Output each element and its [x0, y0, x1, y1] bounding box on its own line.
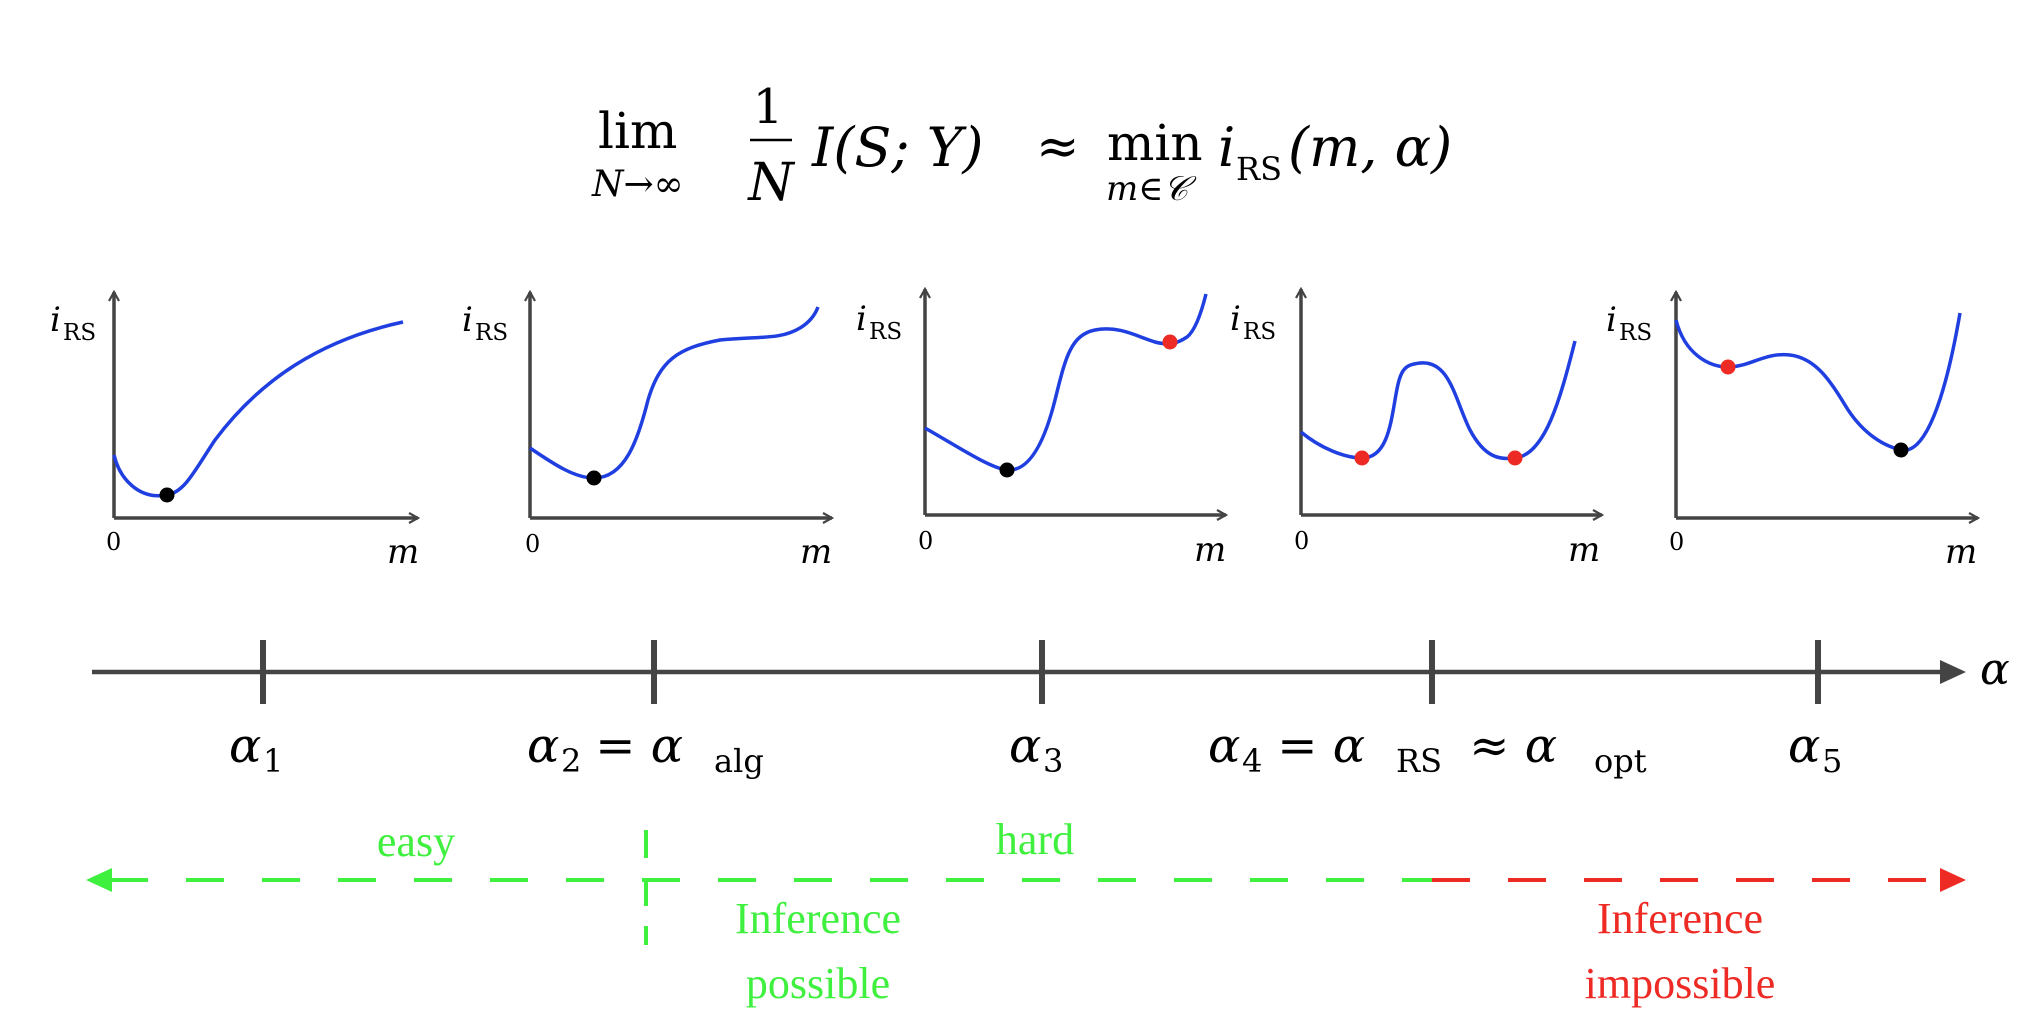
origin-label: 0 — [1669, 528, 1684, 556]
formula-fraction-numerator: 1 — [753, 79, 784, 135]
y-axis-label: i — [50, 300, 61, 340]
inference-impossible-line2: impossible — [1585, 959, 1776, 1008]
tick-label-alpha-4: α 4 = α RS ≈ α opt — [1208, 718, 1647, 780]
inference-possible-line2: possible — [746, 959, 890, 1008]
y-axis-label-subscript: RS — [1243, 319, 1276, 345]
alpha-axis-arrowhead — [1940, 660, 1966, 684]
free-entropy-curve — [1299, 340, 1577, 461]
inference-possible-line1: Inference — [735, 894, 901, 943]
y-axis-label-subscript: RS — [869, 319, 902, 345]
region-label-easy: easy — [377, 817, 455, 866]
y-axis-label: i — [462, 300, 473, 340]
local-minimum-marker — [1720, 359, 1736, 375]
origin-label: 0 — [918, 527, 933, 555]
tick-label-main: α — [1788, 718, 1820, 774]
y-axis-label: i — [856, 299, 867, 339]
free-entropy-curve — [924, 293, 1208, 472]
y-axis-label-subscript: RS — [63, 320, 96, 346]
y-axis-label-subscript: RS — [1619, 320, 1652, 346]
tick-label-main: α — [1208, 718, 1240, 774]
free-entropy-curve — [112, 320, 404, 498]
x-axis-label: m — [387, 532, 419, 572]
y-axis-label: i — [1606, 300, 1617, 340]
tick-label-main: α — [527, 718, 559, 774]
global-minimum-marker — [159, 487, 175, 503]
regions: easy hard Inference possible Inference i… — [86, 815, 1966, 1008]
landscape-plot-5: i RS 0 m — [1606, 292, 1978, 572]
tick-label-alpha-2: α 2 = α alg — [527, 718, 764, 780]
impossible-region-arrowhead — [1940, 868, 1966, 892]
x-axis-label: m — [1568, 530, 1600, 570]
global-minimum-marker — [1893, 442, 1909, 458]
alpha-axis: α α 1 α 2 = α alg α 3 α 4 = α RS ≈ α opt — [92, 640, 2010, 780]
tick-label-rest: = α — [580, 718, 683, 774]
formula: lim N→∞ 1 N I(S; Y) ≈ min m∈𝒞 i RS (m, α… — [591, 79, 1452, 213]
tick-label-rest2: ≈ α — [1454, 718, 1557, 774]
local-minimum-marker — [1162, 334, 1178, 350]
alpha-axis-label: α — [1980, 644, 2010, 695]
formula-rs-subscript: RS — [1236, 150, 1282, 188]
tick-label-main: α — [229, 718, 261, 774]
tick-label-sub: 4 — [1242, 742, 1262, 780]
global-minimum-marker — [586, 470, 602, 486]
tick-label-rest: = α — [1262, 718, 1365, 774]
landscape-plot-3: i RS 0 m — [856, 289, 1226, 570]
origin-label: 0 — [525, 530, 540, 558]
landscape-plot-4: i RS 0 m — [1230, 289, 1602, 570]
formula-approx: ≈ — [1036, 117, 1080, 177]
formula-lim: lim — [598, 102, 677, 160]
formula-mutual-information: I(S; Y) — [811, 116, 983, 179]
tick-label-rest-sub: RS — [1396, 742, 1442, 780]
local-minimum-marker — [1354, 450, 1370, 466]
formula-min-subscript: m∈𝒞 — [1106, 169, 1197, 209]
tick-label-sub: 3 — [1043, 742, 1063, 780]
formula-rs-function: i — [1218, 116, 1235, 179]
inference-impossible-line1: Inference — [1597, 894, 1763, 943]
landscape-plot-2: i RS 0 m — [462, 292, 832, 572]
y-axis-label-subscript: RS — [475, 320, 508, 346]
region-label-hard: hard — [996, 815, 1074, 864]
x-axis-label: m — [800, 532, 832, 572]
free-entropy-curve — [529, 306, 820, 480]
global-minimum-marker — [999, 462, 1015, 478]
tick-label-main: α — [1009, 718, 1041, 774]
tick-label-alpha-5: α 5 — [1788, 718, 1842, 780]
y-axis-label: i — [1230, 299, 1241, 339]
formula-fraction-denominator: N — [746, 153, 795, 213]
local-minimum-marker — [1507, 450, 1523, 466]
landscape-plot-1: i RS 0 m — [50, 292, 419, 572]
tick-label-sub: 5 — [1822, 742, 1842, 780]
formula-rs-args: (m, α) — [1288, 116, 1452, 179]
formula-min: min — [1107, 114, 1203, 172]
tick-label-rest2-sub: opt — [1594, 742, 1647, 780]
x-axis-label: m — [1194, 530, 1226, 570]
formula-lim-subscript: N→∞ — [591, 164, 684, 205]
tick-label-rest-sub: alg — [714, 742, 764, 780]
tick-label-alpha-3: α 3 — [1009, 718, 1063, 780]
possible-region-arrowhead — [86, 868, 112, 892]
tick-label-sub: 2 — [561, 742, 581, 780]
tick-label-sub: 1 — [263, 742, 283, 780]
free-entropy-curve — [1674, 312, 1962, 452]
x-axis-label: m — [1945, 532, 1977, 572]
origin-label: 0 — [1294, 527, 1309, 555]
origin-label: 0 — [106, 528, 121, 556]
tick-label-alpha-1: α 1 — [229, 718, 283, 780]
